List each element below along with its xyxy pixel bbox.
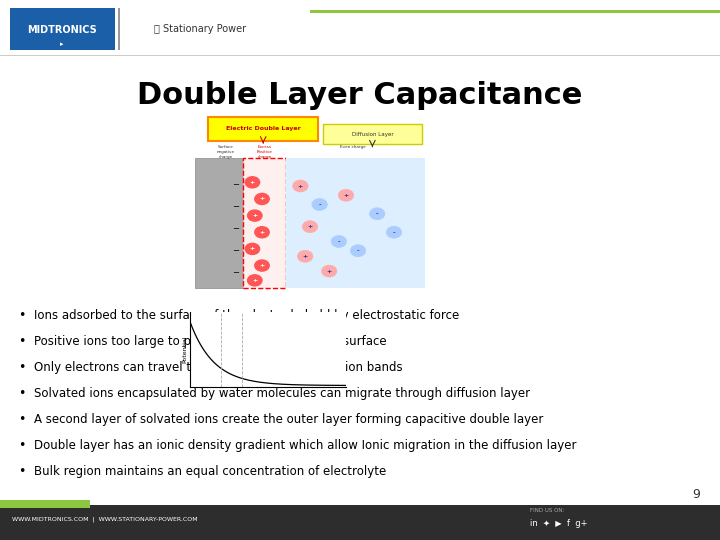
Text: Electric Double Layer: Electric Double Layer	[226, 126, 300, 131]
Circle shape	[312, 199, 328, 211]
Text: Only electrons can travel through the metal conduction bands: Only electrons can travel through the me…	[34, 361, 402, 374]
Bar	[118, 8, 120, 50]
Text: +: +	[298, 184, 303, 188]
Text: •: •	[18, 438, 26, 451]
Text: •: •	[18, 387, 26, 400]
FancyBboxPatch shape	[323, 124, 422, 144]
Circle shape	[322, 265, 337, 277]
Text: +: +	[250, 180, 255, 185]
Text: •: •	[18, 334, 26, 348]
Bar	[0, 500, 90, 508]
Circle shape	[246, 244, 260, 254]
Text: -: -	[318, 202, 321, 207]
Text: 9: 9	[692, 489, 700, 502]
Circle shape	[338, 190, 354, 201]
Text: Excess
Positive
charge: Excess Positive charge	[256, 145, 272, 159]
Text: •: •	[18, 464, 26, 477]
Text: +: +	[250, 246, 255, 252]
Circle shape	[255, 227, 269, 238]
Text: ▸: ▸	[60, 41, 64, 47]
Text: MIDTRONICS: MIDTRONICS	[27, 25, 97, 35]
Circle shape	[248, 275, 262, 286]
Bar	[0, 0, 720, 68]
Circle shape	[387, 226, 402, 238]
Bar	[0, 505, 720, 540]
Text: −: −	[232, 180, 239, 188]
Text: −: −	[232, 246, 239, 255]
Text: +: +	[259, 230, 265, 235]
Text: Positive ions too large to penetrate electrode metal surface: Positive ions too large to penetrate ele…	[34, 334, 387, 348]
Text: +: +	[327, 268, 332, 274]
Circle shape	[246, 177, 260, 188]
Text: •: •	[18, 361, 26, 374]
Bar	[195, 158, 243, 288]
Text: Double Layer Capacitance: Double Layer Capacitance	[138, 80, 582, 110]
Text: +: +	[252, 213, 258, 218]
Text: in  ✦  ▶  f  g+: in ✦ ▶ f g+	[530, 519, 588, 529]
Text: WWW.MIDTRONICS.COM  |  WWW.STATIONARY-POWER.COM: WWW.MIDTRONICS.COM | WWW.STATIONARY-POWE…	[12, 516, 197, 522]
Text: •: •	[18, 308, 26, 321]
FancyBboxPatch shape	[208, 117, 318, 141]
Circle shape	[369, 208, 385, 220]
Y-axis label: Potential: Potential	[182, 336, 187, 363]
Text: Surface
negative
charge: Surface negative charge	[217, 145, 235, 159]
Text: +: +	[259, 263, 265, 268]
Circle shape	[255, 260, 269, 271]
Text: +: +	[252, 278, 258, 283]
Text: Ions adsorbed to the surface of the electrode held by electrostatic force: Ions adsorbed to the surface of the elec…	[34, 308, 459, 321]
Circle shape	[331, 235, 346, 247]
Bar	[243, 158, 286, 288]
Circle shape	[248, 210, 262, 221]
Bar	[286, 158, 426, 288]
Text: -: -	[356, 248, 359, 253]
Text: FIND US ON:: FIND US ON:	[530, 509, 564, 514]
Text: +: +	[307, 224, 312, 229]
Circle shape	[255, 193, 269, 205]
Text: +: +	[343, 193, 348, 198]
Circle shape	[297, 251, 313, 262]
Text: −: −	[232, 224, 239, 233]
Bar	[10, 8, 115, 50]
Text: •: •	[18, 413, 26, 426]
Text: A second layer of solvated ions create the outer layer forming capacitive double: A second layer of solvated ions create t…	[34, 413, 544, 426]
Text: Solvated ions encapsulated by water molecules can migrate through diffusion laye: Solvated ions encapsulated by water mole…	[34, 387, 530, 400]
Text: −: −	[232, 202, 239, 211]
Text: +: +	[302, 254, 308, 259]
Bar	[0, 55, 720, 56]
Circle shape	[293, 180, 308, 192]
Text: Double layer has an ionic density gradient which allow Ionic migration in the di: Double layer has an ionic density gradie…	[34, 438, 577, 451]
Text: 🔋 Stationary Power: 🔋 Stationary Power	[154, 24, 246, 34]
Bar	[310, 10, 720, 13]
Text: -: -	[392, 230, 395, 235]
Text: -: -	[376, 211, 379, 216]
Text: Bulk region maintains an equal concentration of electrolyte: Bulk region maintains an equal concentra…	[34, 464, 386, 477]
Text: −: −	[232, 268, 239, 278]
Text: -: -	[338, 239, 340, 244]
Circle shape	[302, 221, 318, 233]
Circle shape	[351, 245, 366, 256]
Text: Diffusion Layer: Diffusion Layer	[351, 132, 393, 137]
Text: Even charge: Even charge	[341, 145, 366, 149]
Text: +: +	[259, 197, 265, 201]
